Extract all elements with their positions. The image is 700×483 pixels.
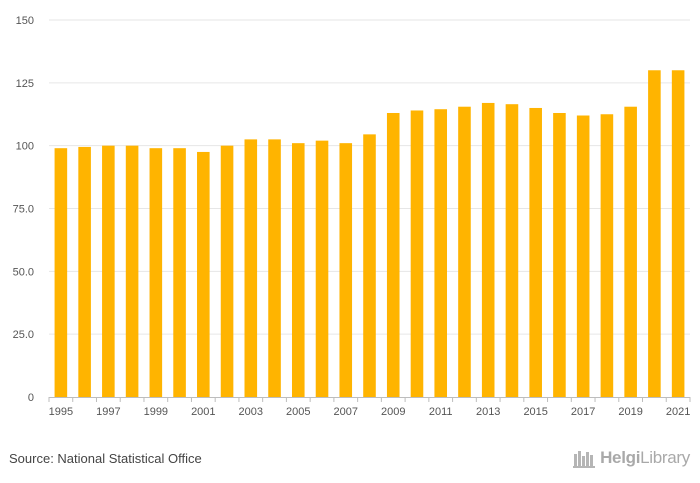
source-text: Source: National Statistical Office <box>9 451 202 466</box>
x-tick-label: 1997 <box>96 406 120 418</box>
y-tick-label: 150 <box>16 15 34 27</box>
logo-text-part1: Helgi <box>600 448 641 467</box>
bar-2015 <box>529 107 542 397</box>
bar-2007 <box>339 143 353 397</box>
bar-2016 <box>553 112 566 397</box>
bar-2001 <box>197 151 210 397</box>
bar-2010 <box>410 110 424 397</box>
bar-2006 <box>315 140 329 397</box>
y-tick-label: 125 <box>16 78 34 90</box>
books-icon <box>573 451 596 468</box>
bar-1996 <box>78 146 91 397</box>
y-tick-label: 50.0 <box>13 266 34 278</box>
x-tick-label: 2007 <box>334 406 358 418</box>
x-tick-label: 2019 <box>618 406 642 418</box>
x-tick-label: 2013 <box>476 406 500 418</box>
bar-2020 <box>648 70 661 398</box>
x-tick-label: 2021 <box>666 406 690 418</box>
bar-2014 <box>505 104 519 398</box>
x-tick-label: 2017 <box>571 406 595 418</box>
bar-2009 <box>386 112 400 397</box>
y-axis: 0 25.0 50.0 75.0 100 125 150 <box>13 15 34 404</box>
y-tick-label: 25.0 <box>13 329 34 341</box>
x-tick-label: 2005 <box>286 406 310 418</box>
bar-chart: 1995 1997 1999 2001 2003 2005 2007 2009 2011 2013… <box>13 15 691 418</box>
footer: Source: National Statistical Office Helg… <box>0 440 700 483</box>
x-tick-label: 2001 <box>191 406 215 418</box>
bar-2002 <box>220 145 234 397</box>
bar-2004 <box>268 139 281 397</box>
y-tick-label: 100 <box>16 141 34 153</box>
bar-2021 <box>671 70 685 398</box>
bar-1997 <box>102 145 115 397</box>
helgi-library-logo: HelgiLibrary <box>573 448 690 468</box>
logo-text: HelgiLibrary <box>600 448 690 468</box>
x-tick-label: 2015 <box>523 406 547 418</box>
bar-2018 <box>600 114 614 397</box>
bar-1999 <box>149 148 163 397</box>
y-tick-label: 0 <box>28 392 34 404</box>
bar-1998 <box>125 145 139 397</box>
bar-1995 <box>54 148 68 397</box>
x-tick-label: 2003 <box>239 406 263 418</box>
bar-2011 <box>434 109 448 398</box>
x-tick-label: 2009 <box>381 406 405 418</box>
bar-2012 <box>458 106 471 398</box>
bar-2003 <box>244 139 258 397</box>
bar-2019 <box>624 106 637 398</box>
bars <box>54 70 685 398</box>
logo-text-part2: Library <box>640 448 690 467</box>
bar-2008 <box>363 134 376 397</box>
x-tick-label: 2011 <box>429 406 453 418</box>
x-axis: 1995 1997 1999 2001 2003 2005 2007 2009 2011 2013… <box>48 397 691 418</box>
bar-2013 <box>481 102 495 397</box>
y-tick-label: 75.0 <box>13 204 34 216</box>
bar-2005 <box>291 143 305 397</box>
x-tick-label: 1995 <box>49 406 73 418</box>
bar-2017 <box>576 115 590 398</box>
bar-2000 <box>173 148 186 397</box>
x-tick-label: 1999 <box>144 406 168 418</box>
